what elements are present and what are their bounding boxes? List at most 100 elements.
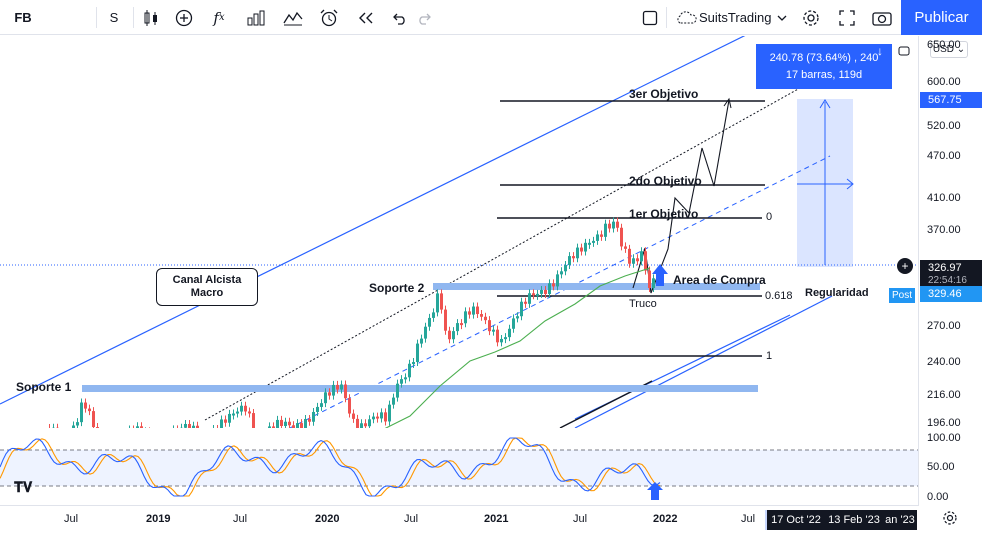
candle-body — [84, 402, 87, 409]
candle-body — [440, 293, 443, 310]
moving-average-line — [384, 267, 651, 428]
candle-body — [536, 293, 539, 296]
settings-gear-icon[interactable] — [941, 509, 959, 527]
gear-icon[interactable] — [800, 0, 822, 35]
arrow-down-icon[interactable]: ↓ — [877, 44, 883, 58]
price-chart-pane[interactable]: 3er Objetivo 2do Objetivo 1er Objetivo 0… — [0, 36, 918, 428]
candle-body — [448, 330, 451, 340]
stochastic-pane[interactable]: 𝐓𝐕 — [0, 430, 918, 504]
candle-body — [416, 343, 419, 363]
candle-body — [188, 423, 191, 428]
stochastic-canvas: 𝐓𝐕 — [0, 437, 918, 500]
candle-body — [432, 312, 435, 318]
indicators-icon[interactable] — [282, 0, 304, 35]
candle-body — [392, 397, 395, 405]
price-chart-canvas — [0, 36, 918, 428]
stoch-d-line — [0, 437, 661, 497]
time-tick: Jul — [741, 513, 756, 525]
candle-body — [492, 329, 495, 332]
candle-body — [628, 248, 631, 264]
candle-body — [280, 419, 283, 426]
price-tick: 240.00 — [927, 356, 961, 368]
candle-body — [400, 379, 403, 384]
layout-name[interactable]: SuitsTrading — [699, 10, 772, 25]
camera-icon[interactable] — [871, 0, 893, 35]
interval-selector[interactable]: S — [109, 10, 119, 25]
candle-body — [304, 418, 307, 428]
dashed-mid-line — [289, 155, 831, 428]
candle-body — [608, 223, 611, 229]
price-tick: 470.00 — [927, 150, 961, 162]
candle-body — [96, 427, 99, 428]
candle-body — [356, 418, 359, 428]
buy-arrow-icon — [652, 264, 668, 286]
candle-body — [332, 384, 335, 396]
price-axis[interactable]: USD ⌄ 650.00 600.00 520.00 470.00 410.00… — [918, 36, 982, 506]
candle-body — [248, 411, 251, 414]
stoch-k-line — [0, 437, 661, 497]
candle-body — [620, 227, 623, 247]
candle-body — [576, 247, 579, 259]
cloud-icon[interactable] — [673, 0, 699, 35]
candle-body — [276, 419, 279, 428]
candle-body — [604, 223, 607, 237]
time-tick-year: 2021 — [484, 513, 509, 525]
candle-body — [336, 384, 339, 390]
post-market-badge: Post — [889, 288, 915, 303]
plus-circle-icon[interactable] — [173, 0, 195, 35]
candle-body — [92, 411, 95, 428]
candle-body — [504, 337, 507, 340]
fullscreen-icon[interactable] — [836, 0, 858, 35]
projection-path-arrowhead — [723, 97, 732, 109]
candles-icon[interactable] — [140, 0, 162, 35]
osc-buy-arrow-icon — [647, 482, 663, 500]
candle-body — [572, 256, 575, 259]
replay-icon[interactable] — [355, 0, 377, 35]
candle-body — [192, 425, 195, 428]
last-price-label: 326.97 — [920, 260, 982, 276]
candle-body — [508, 328, 511, 338]
candle-body — [352, 413, 355, 419]
candle-body — [224, 419, 227, 423]
osc-tick: 50.00 — [927, 461, 955, 473]
candle-body — [532, 293, 535, 296]
candle-body — [316, 406, 319, 412]
candle-body — [548, 283, 551, 294]
candle-body — [312, 411, 315, 422]
support-2-label: Soporte 2 — [369, 281, 425, 295]
candle-body — [296, 423, 299, 428]
price-tick: 600.00 — [927, 76, 961, 88]
time-tick-year: 2022 — [653, 513, 678, 525]
plus-circle-icon[interactable]: + — [897, 258, 913, 274]
candle-body — [468, 311, 471, 315]
candle-body — [396, 383, 399, 398]
candle-body — [612, 221, 615, 229]
publish-button[interactable]: Publicar — [901, 0, 982, 35]
candle-body — [184, 423, 187, 428]
support-1-label: Soporte 1 — [16, 380, 72, 394]
candle-body — [340, 384, 343, 390]
buy-area-label: Area de Compra — [673, 273, 766, 287]
undo-icon[interactable] — [388, 0, 410, 35]
candle-body — [320, 403, 323, 407]
price-tick: 410.00 — [927, 192, 961, 204]
channel-callout-line1: Canal Alcista — [172, 274, 242, 286]
alert-clock-icon[interactable] — [318, 0, 340, 35]
candle-body — [420, 338, 423, 344]
candle-body — [624, 246, 627, 249]
symbol-search[interactable]: FB — [14, 10, 32, 25]
candle-body — [616, 221, 619, 228]
candle-body — [300, 423, 303, 428]
chevron-down-icon[interactable] — [775, 0, 789, 35]
time-axis[interactable]: Jul 2019 Jul 2020 Jul 2021 Jul 2022 Jul … — [0, 505, 918, 534]
compare-icon[interactable] — [895, 42, 913, 60]
time-tick-year: 2019 — [146, 513, 171, 525]
bar-chart-icon[interactable] — [245, 0, 267, 35]
candle-body — [584, 242, 587, 252]
currency-selector[interactable]: USD ⌄ — [930, 41, 968, 58]
time-tick-year: 2020 — [315, 513, 340, 525]
square-icon[interactable] — [639, 0, 661, 35]
redo-icon[interactable] — [414, 0, 436, 35]
candle-body — [428, 317, 431, 327]
